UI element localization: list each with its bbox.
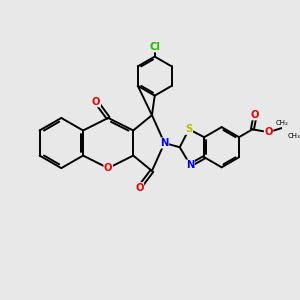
Text: CH₃: CH₃	[287, 133, 300, 139]
Text: Cl: Cl	[149, 42, 160, 52]
Text: O: O	[92, 97, 100, 107]
Text: O: O	[104, 163, 112, 173]
Text: S: S	[185, 124, 193, 134]
Text: O: O	[264, 127, 273, 137]
Text: N: N	[186, 160, 194, 170]
Text: O: O	[251, 110, 260, 120]
Text: N: N	[160, 138, 169, 148]
Text: O: O	[135, 183, 144, 193]
Text: CH₂: CH₂	[275, 120, 288, 126]
